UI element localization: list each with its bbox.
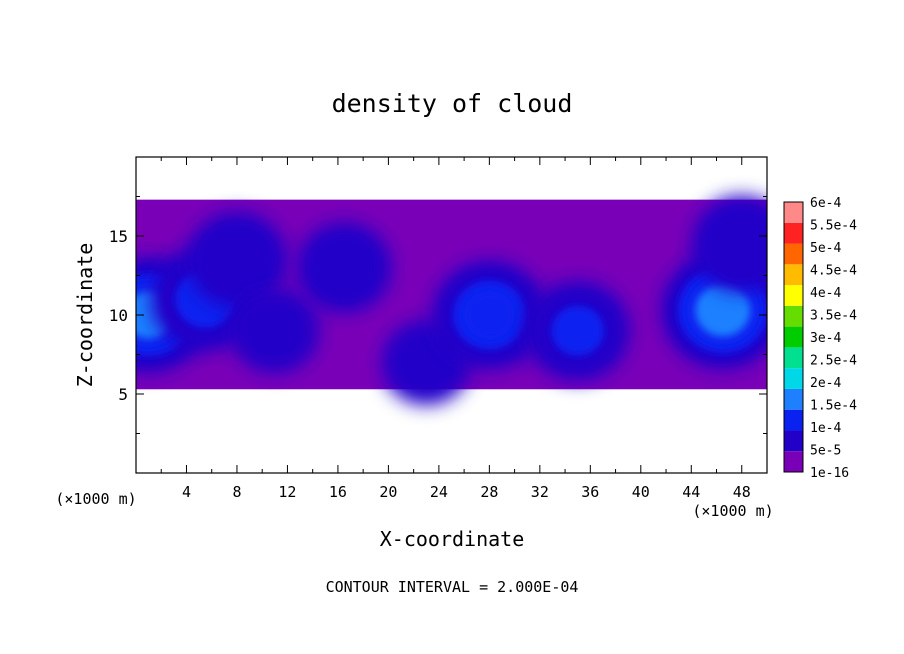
colorbar-frame <box>783 201 804 473</box>
chart-title: density of cloud <box>332 89 573 118</box>
colorbar-swatch <box>784 222 803 244</box>
x-tick-label: 28 <box>480 483 498 501</box>
colorbar-swatch <box>784 285 803 306</box>
x-tick-label: 16 <box>329 483 347 501</box>
y-tick-label: 5 <box>118 385 128 404</box>
x-tick-label: 24 <box>430 483 448 501</box>
cloud-field <box>136 195 767 406</box>
x-axis-unit-left: (×1000 m) <box>55 490 136 508</box>
cloud-core <box>524 280 631 382</box>
colorbar-swatch <box>784 305 803 327</box>
colorbar-swatch <box>784 243 803 265</box>
colorbar-swatch <box>784 264 803 286</box>
x-tick-label: 20 <box>379 483 397 501</box>
cloud-core <box>230 288 320 374</box>
colorbar-label: 5e-4 <box>810 241 841 256</box>
colorbar-swatch <box>784 409 803 431</box>
colorbar-label: 5.5e-4 <box>810 219 857 234</box>
y-axis-ticks: 5 10 15 <box>109 196 767 434</box>
colorbar-label: 4e-4 <box>810 286 841 301</box>
x-axis-unit-right: (×1000 m) <box>692 502 773 520</box>
colorbar-swatch <box>784 202 803 223</box>
x-tick-label: 40 <box>632 483 650 501</box>
colorbar-label: 1e-16 <box>810 466 849 481</box>
colorbar: 1e-16 5e-5 1e-4 1.5e-4 2e-4 2.5e-4 3e-4 3.5e-4 4… <box>783 196 857 481</box>
colorbar-label: 6e-4 <box>810 196 841 211</box>
y-tick-label: 15 <box>109 227 128 246</box>
x-axis-ticks: 4 8 12 16 20 24 28 32 36 40 44 48 <box>160 157 751 501</box>
colorbar-label: 1.5e-4 <box>810 399 857 414</box>
colorbar-swatch <box>784 326 803 348</box>
cloud-core <box>691 195 767 293</box>
x-tick-label: 12 <box>278 483 296 501</box>
contour-band <box>200 225 274 295</box>
x-axis-label: X-coordinate <box>380 527 525 551</box>
colorbar-label: 1e-4 <box>810 421 841 436</box>
cloud-core <box>431 259 548 371</box>
cloud-core <box>296 221 393 314</box>
colorbar-swatch <box>784 368 803 389</box>
y-axis-label: Z-coordinate <box>73 243 97 388</box>
colorbar-label: 3e-4 <box>810 331 841 346</box>
contour-band <box>230 288 320 374</box>
x-tick-label: 36 <box>581 483 599 501</box>
y-tick-label: 10 <box>109 306 128 325</box>
colorbar-swatch <box>784 451 803 472</box>
x-tick-label: 48 <box>733 483 751 501</box>
colorbar-label: 3.5e-4 <box>810 309 857 324</box>
contour-band <box>464 291 515 339</box>
x-tick-label: 44 <box>682 483 700 501</box>
contour-band <box>312 237 377 299</box>
colorbar-label: 4.5e-4 <box>810 264 857 279</box>
colorbar-swatch <box>784 388 803 410</box>
cloud-core <box>186 211 288 308</box>
x-tick-label: 8 <box>232 483 241 501</box>
x-tick-label: 32 <box>531 483 549 501</box>
contour-band <box>695 284 751 337</box>
colorbar-label: 2.5e-4 <box>810 354 857 369</box>
colorbar-swatch <box>784 430 803 452</box>
contour-interval-note: CONTOUR INTERVAL = 2.000E-04 <box>326 578 579 596</box>
colorbar-label: 2e-4 <box>810 376 841 391</box>
x-tick-label: 4 <box>182 483 191 501</box>
colorbar-swatch <box>784 347 803 369</box>
colorbar-label: 5e-5 <box>810 444 841 459</box>
contour-band <box>705 209 767 279</box>
contour-band <box>551 306 604 356</box>
